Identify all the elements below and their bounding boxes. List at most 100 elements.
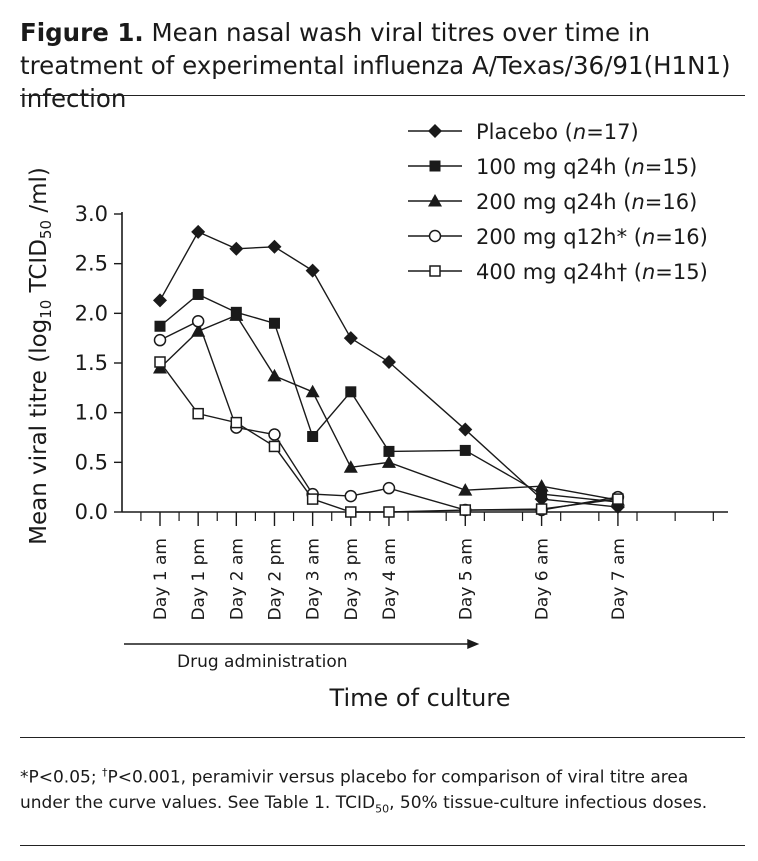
x-tick-label: Day 2 am [227, 538, 247, 620]
data-point [267, 368, 282, 382]
data-point [535, 503, 548, 515]
footnote-part3: , 50% tissue-culture infectious doses. [389, 792, 708, 813]
legend-marker [428, 229, 442, 243]
legend-item: Placebo (n=17) [408, 120, 639, 144]
middle-rule [20, 737, 745, 738]
data-point [229, 241, 244, 256]
chart-legend: Placebo (n=17) 100 mg q24h (n=15) 200 mg q… [408, 120, 708, 284]
data-point [306, 493, 319, 505]
series-0 [153, 224, 625, 515]
data-point [382, 481, 396, 495]
x-tick-label: Day 2 pm [265, 538, 285, 621]
y-tick-label: 2.0 [75, 301, 108, 325]
data-point [154, 320, 166, 332]
x-tick-label: Day 3 am [304, 538, 324, 620]
legend-item: 200 mg q12h* (n=16) [408, 225, 708, 249]
footnote-part1: *P<0.05; [20, 767, 102, 788]
data-point [192, 288, 204, 300]
x-axis-label: Time of culture [329, 684, 511, 712]
series-1 [154, 288, 624, 508]
drug-arrow-label: Drug administration [177, 652, 348, 672]
series-2 [153, 308, 625, 506]
x-tick-label: Day 3 pm [342, 538, 362, 621]
x-tick-label: Day 5 am [456, 538, 476, 620]
chart-labels: Mean viral titre (log10 TCID50 /ml) Drug … [26, 167, 510, 712]
data-point [345, 506, 357, 518]
data-point [458, 422, 473, 437]
legend-marker [429, 160, 441, 172]
series-4 [154, 356, 624, 518]
series-line [159, 320, 619, 511]
data-point [191, 224, 206, 239]
legend-label: 100 mg q24h (n=15) [476, 155, 697, 179]
chart-axes: 0.0 0.5 1.0 1.5 2.0 2.5 3.0 Day 1 am Day 1 pm Day… [75, 202, 728, 621]
data-point [343, 460, 358, 473]
data-point [344, 489, 358, 503]
bottom-rule [20, 845, 745, 846]
drug-arrow-head [467, 639, 480, 649]
figure-label: Figure 1. [20, 18, 144, 47]
legend-item: 200 mg q24h (n=16) [408, 190, 697, 214]
y-axis-label: Mean viral titre (log10 TCID50 /ml) [26, 167, 55, 545]
footnote-part2: P<0.001, peramivir versus placebo for co… [20, 767, 689, 813]
data-point [459, 444, 471, 456]
y-tick-label: 2.5 [75, 252, 108, 276]
top-rule [20, 95, 745, 96]
series-3 [153, 315, 625, 517]
data-point [383, 445, 395, 457]
figure-title: Figure 1. Mean nasal wash viral titres o… [20, 16, 745, 115]
x-tick-label: Day 1 pm [189, 538, 209, 621]
series-line [159, 230, 618, 508]
series-line [159, 293, 618, 503]
legend-label: Placebo (n=17) [476, 120, 639, 144]
data-point [381, 455, 396, 468]
data-point [307, 431, 319, 443]
data-point [268, 440, 281, 453]
footnote-dagger: † [101, 766, 108, 779]
data-point [153, 333, 167, 347]
figure-title-text: Mean nasal wash viral titres over time i… [20, 18, 731, 113]
data-point [536, 488, 548, 500]
y-tick-label: 0.5 [75, 450, 108, 474]
chart-series [153, 224, 625, 518]
line-chart: 0.0 0.5 1.0 1.5 2.0 2.5 3.0 Day 1 am Day 1 pm Day… [26, 120, 728, 712]
data-point [534, 479, 549, 492]
legend-label: 200 mg q24h (n=16) [476, 190, 697, 214]
data-point [153, 293, 167, 308]
data-point [345, 386, 357, 398]
y-tick-label: 0.0 [75, 500, 108, 524]
data-point [305, 384, 320, 398]
legend-item: 400 mg q24h† (n=15) [408, 260, 708, 284]
data-point [343, 331, 358, 346]
footnote-subscript: 50 [375, 802, 390, 816]
series-line [159, 314, 619, 501]
y-tick-label: 1.5 [75, 351, 108, 375]
y-tick-label: 3.0 [75, 202, 108, 226]
data-point [268, 317, 280, 329]
data-point [230, 416, 243, 429]
y-tick-label: 1.0 [75, 401, 108, 425]
data-point [381, 355, 396, 370]
x-tick-label: Day 4 am [380, 538, 400, 620]
data-point [191, 315, 205, 328]
data-point [612, 493, 624, 505]
legend-item: 100 mg q24h (n=15) [408, 155, 697, 179]
data-point [267, 239, 282, 254]
data-point [459, 504, 472, 516]
data-point [458, 483, 473, 496]
data-point [229, 308, 244, 321]
legend-label: 400 mg q24h† (n=15) [476, 260, 708, 284]
x-tick-label: Day 7 am [609, 538, 629, 620]
data-point [305, 263, 320, 278]
data-point [192, 407, 204, 420]
data-point [154, 356, 166, 368]
legend-label: 200 mg q12h* (n=16) [476, 225, 708, 249]
legend-marker [428, 194, 442, 207]
x-tick-label: Day 1 am [151, 538, 171, 620]
data-point [191, 324, 206, 337]
data-point [383, 506, 395, 518]
footnote: *P<0.05; †P<0.001, peramivir versus plac… [20, 760, 735, 821]
legend-marker [428, 124, 442, 138]
x-tick-label: Day 6 am [533, 538, 553, 620]
data-point [268, 428, 281, 441]
